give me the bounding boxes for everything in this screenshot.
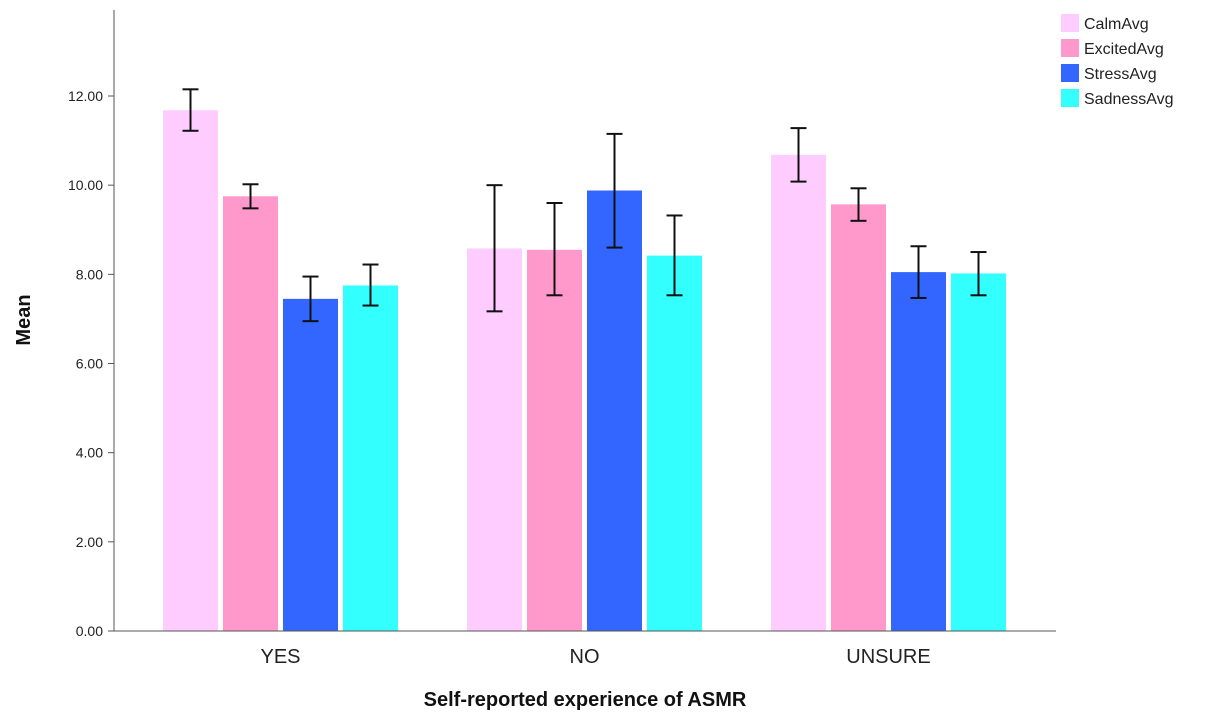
legend-label-excitedavg: ExcitedAvg	[1084, 41, 1164, 58]
legend-swatch-calmavg	[1061, 14, 1079, 32]
error-bar-sadnessavg-no	[666, 214, 683, 297]
bar-sadnessavg-unsure	[951, 273, 1006, 631]
error-bar-stressavg-unsure	[910, 245, 927, 299]
bar-calmavg-unsure	[771, 154, 826, 631]
bar-stressavg-no	[587, 190, 642, 631]
error-bars	[182, 88, 987, 323]
error-bar-calmavg-unsure	[790, 127, 807, 183]
legend-swatch-stressavg	[1061, 64, 1079, 82]
bar-excitedavg-unsure	[831, 204, 886, 631]
legend-swatch-excitedavg	[1061, 39, 1079, 57]
bar-sadnessavg-no	[647, 255, 702, 631]
y-tick-label: 0.00	[76, 623, 103, 639]
bars	[163, 110, 1006, 632]
bar-excitedavg-yes	[223, 196, 278, 631]
x-axis-title: Self-reported experience of ASMR	[424, 689, 747, 711]
error-bar-stressavg-yes	[302, 275, 319, 323]
bar-stressavg-unsure	[891, 272, 946, 631]
legend-label-calmavg: CalmAvg	[1084, 16, 1149, 33]
y-tick-label: 6.00	[76, 356, 103, 372]
bar-stressavg-yes	[283, 298, 338, 631]
x-axis-categories: YES NO UNSURE	[260, 646, 930, 668]
error-bar-calmavg-yes	[182, 88, 199, 132]
x-category-label: YES	[260, 646, 300, 668]
bar-excitedavg-no	[527, 249, 582, 631]
error-bar-sadnessavg-yes	[362, 263, 379, 307]
error-bar-sadnessavg-unsure	[970, 251, 987, 297]
error-bar-excitedavg-yes	[242, 183, 259, 210]
error-bar-excitedavg-no	[546, 202, 563, 297]
bar-sadnessavg-yes	[343, 285, 398, 631]
y-tick-label: 10.00	[68, 177, 103, 193]
y-tick-label: 4.00	[76, 445, 103, 461]
x-category-label: NO	[570, 646, 600, 668]
legend-swatch-sadnessavg	[1061, 89, 1079, 107]
error-bar-calmavg-no	[486, 184, 503, 313]
x-category-label: UNSURE	[846, 646, 930, 668]
y-axis-title: Mean	[13, 294, 35, 345]
y-tick-label: 12.00	[68, 88, 103, 104]
legend-label-sadnessavg: SadnessAvg	[1084, 91, 1174, 108]
legend: CalmAvg ExcitedAvg StressAvg SadnessAvg	[1061, 14, 1174, 108]
error-bar-excitedavg-unsure	[850, 187, 867, 222]
bar-calmavg-yes	[163, 110, 218, 632]
error-bar-stressavg-no	[606, 132, 623, 249]
y-tick-label: 8.00	[76, 266, 103, 282]
y-tick-label: 2.00	[76, 534, 103, 550]
y-axis-ticks: 0.00 2.00 4.00 6.00 8.00 10.00 12.00	[68, 88, 114, 639]
legend-label-stressavg: StressAvg	[1084, 66, 1157, 83]
